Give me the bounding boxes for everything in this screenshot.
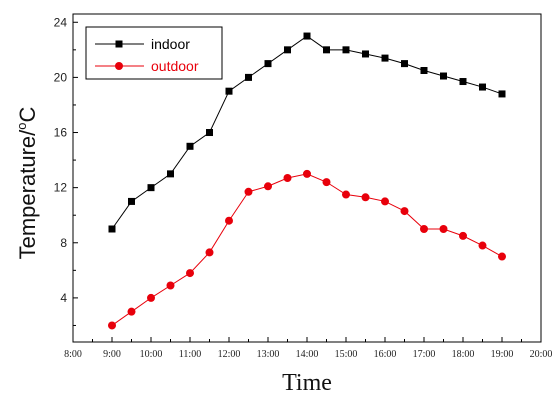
- legend: indoor outdoor: [85, 26, 223, 80]
- x-tick-label: 18:00: [452, 349, 475, 360]
- data-point-indoor: [479, 83, 486, 91]
- data-point-outdoor: [283, 174, 292, 182]
- legend-label-outdoor: outdoor: [151, 58, 199, 74]
- data-point-outdoor: [342, 190, 350, 199]
- y-axis-title-unit: C: [15, 107, 40, 123]
- data-point-indoor: [323, 46, 330, 54]
- data-point-indoor: [284, 46, 291, 54]
- y-tick-label: 4: [60, 291, 67, 305]
- y-tick-label: 24: [54, 15, 68, 29]
- data-point-outdoor: [420, 224, 428, 233]
- x-tick-label: 14:00: [296, 349, 319, 360]
- x-tick-label: 9:00: [103, 349, 121, 360]
- x-tick-label: 12:00: [218, 349, 241, 360]
- x-axis-title: Time: [282, 370, 332, 394]
- x-tick-label: 15:00: [335, 349, 358, 360]
- data-point-indoor: [401, 60, 408, 68]
- data-point-outdoor: [400, 207, 409, 216]
- data-point-indoor: [303, 32, 311, 40]
- y-axis-title-unit-superscript: o: [14, 123, 29, 130]
- data-point-outdoor: [303, 169, 311, 178]
- data-point-indoor: [498, 90, 506, 98]
- y-tick-label: 16: [54, 126, 68, 140]
- data-point-indoor: [225, 87, 233, 95]
- legend-marker-outdoor: [115, 62, 123, 70]
- x-tick-label: 20:00: [530, 349, 553, 360]
- x-tick-label: 19:00: [491, 349, 514, 360]
- data-point-outdoor: [205, 248, 214, 257]
- y-axis-title: Temperature/oC: [14, 107, 40, 260]
- data-point-indoor: [420, 67, 428, 75]
- data-point-outdoor: [127, 307, 136, 316]
- legend-marker-indoor: [115, 40, 123, 48]
- data-point-indoor: [381, 54, 389, 62]
- data-point-outdoor: [478, 241, 487, 250]
- series-layer: [108, 32, 506, 330]
- y-axis: 4 8 12 16 20 24: [54, 15, 78, 326]
- x-tick-label: 10:00: [140, 349, 163, 360]
- data-point-indoor: [459, 78, 467, 86]
- x-tick-label: 8:00: [64, 349, 82, 360]
- data-point-indoor: [186, 142, 194, 150]
- x-tick-label: 11:00: [179, 349, 201, 360]
- data-point-indoor: [342, 46, 350, 54]
- data-point-outdoor: [439, 224, 448, 233]
- data-point-outdoor: [498, 252, 506, 261]
- data-point-outdoor: [166, 281, 175, 290]
- data-point-outdoor: [244, 187, 253, 196]
- data-point-outdoor: [108, 321, 116, 330]
- legend-label-indoor: indoor: [151, 36, 190, 52]
- data-point-indoor: [206, 129, 213, 137]
- y-tick-label: 20: [54, 70, 68, 84]
- data-point-indoor: [128, 197, 135, 205]
- data-point-outdoor: [322, 178, 331, 187]
- data-point-outdoor: [186, 269, 194, 278]
- data-point-outdoor: [381, 197, 389, 206]
- data-point-indoor: [264, 60, 272, 68]
- legend-box: [85, 26, 223, 80]
- data-point-indoor: [167, 170, 174, 178]
- x-axis: 8:00 9:00 10:00 11:00 12:00 13:00 14:00 15:00 16…: [64, 337, 552, 360]
- y-tick-label: 8: [60, 236, 67, 250]
- y-tick-label: 12: [54, 181, 68, 195]
- series-line-outdoor: [111, 173, 503, 326]
- data-point-outdoor: [459, 231, 467, 240]
- x-tick-label: 13:00: [257, 349, 280, 360]
- data-point-indoor: [245, 73, 252, 81]
- data-point-indoor: [147, 184, 155, 192]
- data-point-outdoor: [264, 182, 272, 191]
- data-point-indoor: [108, 225, 116, 233]
- data-point-indoor: [440, 72, 447, 80]
- data-point-outdoor: [361, 193, 370, 202]
- y-axis-title-text: Temperature/: [15, 129, 40, 260]
- data-point-outdoor: [147, 293, 155, 302]
- data-point-indoor: [362, 50, 369, 58]
- x-tick-label: 17:00: [413, 349, 436, 360]
- x-tick-label: 16:00: [374, 349, 397, 360]
- data-point-outdoor: [225, 216, 233, 225]
